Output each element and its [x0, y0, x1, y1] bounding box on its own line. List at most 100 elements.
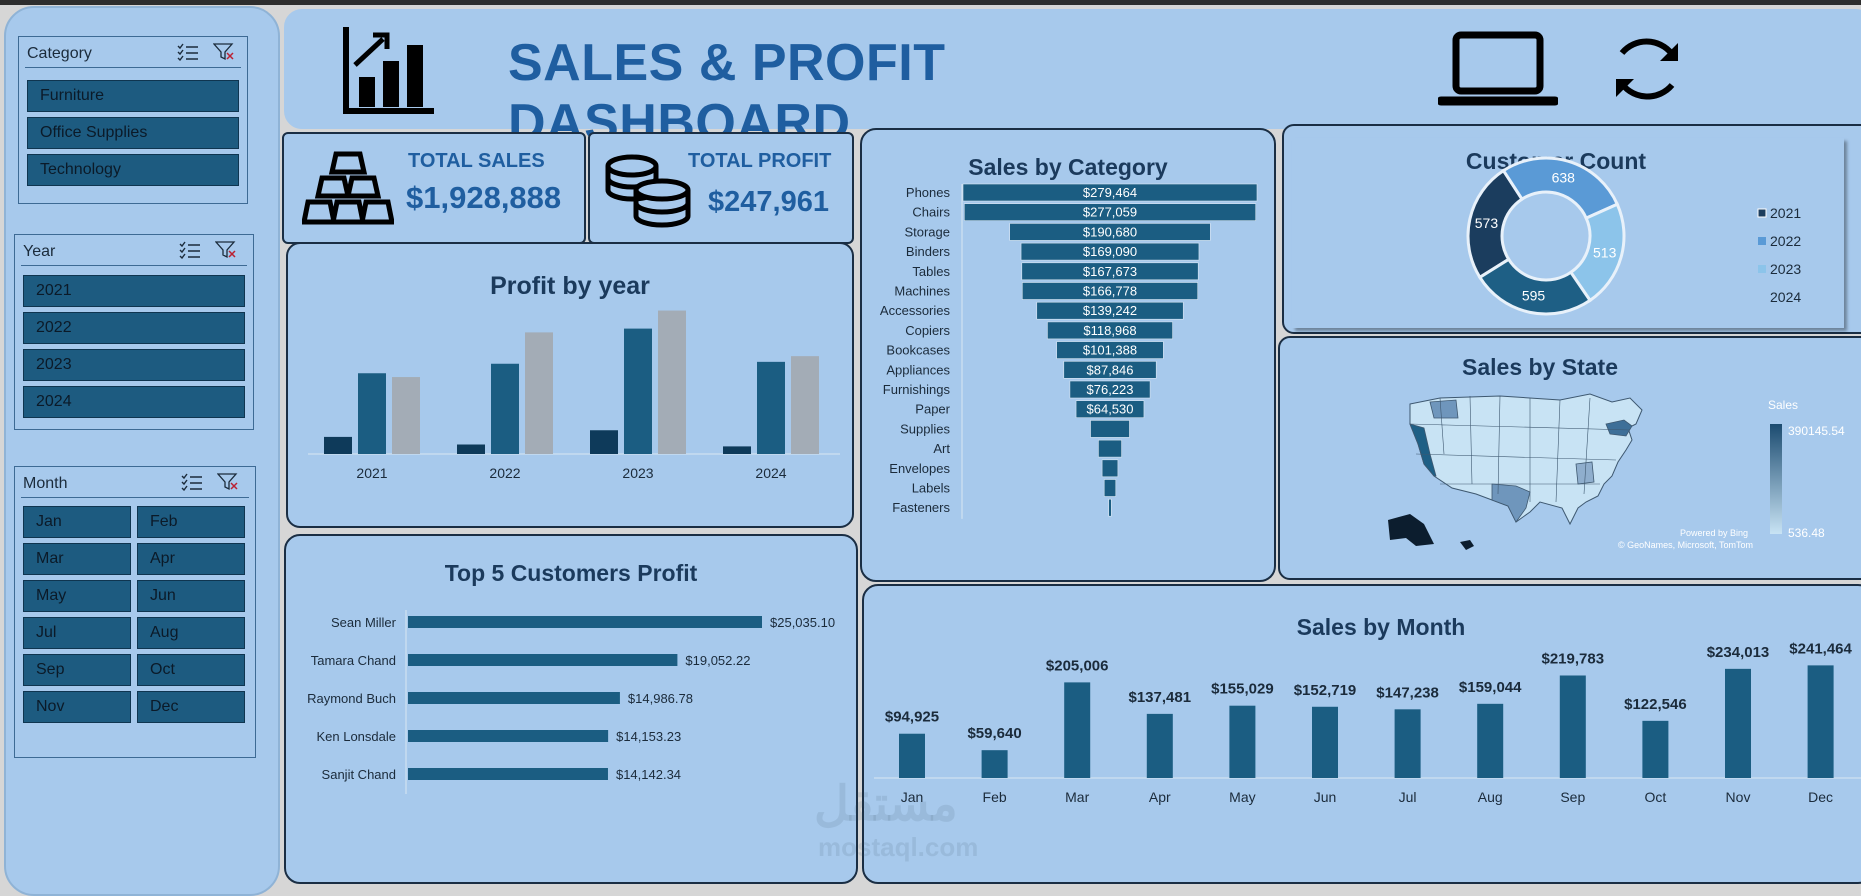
customer-value-label: $19,052.22 — [685, 653, 750, 668]
slicer-item-dec[interactable]: Dec — [137, 691, 245, 723]
customer-name-label: Ken Lonsdale — [316, 729, 396, 744]
customer-value-label: $14,986.78 — [628, 691, 693, 706]
slicer-item-2022[interactable]: 2022 — [23, 312, 245, 344]
map-credit-geonames: © GeoNames, Microsoft, TomTom — [1618, 540, 1753, 550]
customer-name-label: Tamara Chand — [311, 653, 396, 668]
sales-by-category-chart: Phones $279,464 Chairs $277,059 Storage $190,… — [880, 183, 1258, 519]
category-value-label: $277,059 — [1083, 205, 1137, 220]
month-bar-apr — [1146, 713, 1173, 778]
multi-select-icon[interactable] — [177, 43, 199, 61]
category-label: Binders — [906, 244, 951, 259]
slicer-item-jul[interactable]: Jul — [23, 617, 131, 649]
profit-bar-2023-s1 — [590, 430, 618, 454]
category-label: Copiers — [905, 323, 950, 338]
profit-bar-2024-s1 — [723, 446, 751, 454]
multi-select-icon[interactable] — [179, 241, 201, 259]
month-tick-label: Mar — [1065, 789, 1089, 805]
total-sales-card: TOTAL SALES $1,928,888 — [282, 132, 586, 244]
year-slicer: Year 2021 2022 2023 2024 — [14, 234, 254, 430]
clear-filter-icon[interactable] — [215, 241, 237, 259]
category-label: Storage — [904, 224, 950, 239]
category-value-label: $166,778 — [1083, 284, 1137, 299]
customer-bar — [408, 730, 609, 742]
month-value-label: $137,481 — [1129, 689, 1192, 706]
category-value-label: $76,223 — [1087, 382, 1134, 397]
slicer-item-technology[interactable]: Technology — [27, 154, 239, 186]
category-label: Envelopes — [889, 461, 950, 476]
refresh-icon[interactable] — [1604, 27, 1690, 113]
slicer-item-jun[interactable]: Jun — [137, 580, 245, 612]
month-value-label: $147,238 — [1376, 684, 1439, 701]
category-label: Phones — [906, 185, 951, 200]
laptop-icon — [1438, 31, 1558, 106]
clear-filter-icon[interactable] — [217, 473, 239, 491]
gold-bars-icon — [302, 151, 394, 225]
category-label: Furnishings — [883, 382, 951, 397]
month-bar-jul — [1394, 709, 1421, 778]
month-value-label: $152,719 — [1294, 682, 1357, 699]
slicer-item-furniture[interactable]: Furniture — [27, 80, 239, 112]
category-bar-fasteners — [1108, 498, 1112, 517]
map-credit-bing: Powered by Bing — [1680, 528, 1749, 538]
profit-bar-2023-s3 — [658, 310, 686, 454]
category-slicer-title: Category — [27, 45, 92, 62]
slicer-item-office-supplies[interactable]: Office Supplies — [27, 117, 239, 149]
category-slicer: Category Furniture Office Supplies Techn… — [18, 36, 248, 204]
category-label: Bookcases — [886, 343, 950, 358]
slicer-divider — [25, 67, 241, 68]
sales-by-category-panel: Sales by Category Phones $279,464 Chairs $2… — [860, 128, 1276, 582]
map-legend-max: 390145.54 — [1788, 424, 1845, 438]
map-legend-title: Sales — [1768, 398, 1799, 412]
category-label: Labels — [912, 481, 951, 496]
slicer-item-aug[interactable]: Aug — [137, 617, 245, 649]
category-label: Accessories — [880, 303, 951, 318]
legend-marker — [1757, 208, 1767, 218]
slicer-item-2021[interactable]: 2021 — [23, 275, 245, 307]
profit-bar-2022-s1 — [457, 444, 485, 454]
category-label: Fasteners — [892, 500, 950, 515]
sales-by-state-panel: Sales by State Sales 390145.54 536.48 Po… — [1278, 336, 1861, 580]
clear-filter-icon[interactable] — [213, 43, 235, 61]
category-value-label: $279,464 — [1083, 185, 1137, 200]
slicer-item-may[interactable]: May — [23, 580, 131, 612]
customer-count-chart: 573 638 513 595 2021 2022 2023 2024 — [1466, 156, 1801, 316]
month-bar-feb — [981, 750, 1008, 778]
slicer-item-mar[interactable]: Mar — [23, 543, 131, 575]
month-value-label: $159,044 — [1459, 679, 1522, 696]
category-value-label: $139,242 — [1083, 303, 1137, 318]
slicer-item-sep[interactable]: Sep — [23, 654, 131, 686]
sales-by-month-panel: Sales by Month $94,925 Jan $59,640 Feb $205,… — [862, 584, 1861, 884]
slicer-item-apr[interactable]: Apr — [137, 543, 245, 575]
slicer-item-nov[interactable]: Nov — [23, 691, 131, 723]
spreadsheet-top-strip — [0, 0, 1861, 5]
category-bar-paper — [1075, 400, 1145, 419]
slicer-item-2024[interactable]: 2024 — [23, 386, 245, 418]
sales-by-month-title: Sales by Month — [1296, 614, 1466, 640]
slicer-item-2023[interactable]: 2023 — [23, 349, 245, 381]
profit-by-year-chart: 2021 2022 2023 2024 — [308, 310, 840, 481]
category-value-label: $64,530 — [1087, 402, 1134, 417]
category-label: Art — [933, 441, 950, 456]
customer-count-panel: Customer Count 5736385135952021202220232… — [1282, 124, 1861, 334]
month-value-label: $94,925 — [885, 709, 939, 726]
month-bar-may — [1229, 705, 1256, 778]
slicer-divider — [21, 497, 249, 498]
slicer-item-feb[interactable]: Feb — [137, 506, 245, 538]
category-bar-supplies — [1090, 420, 1130, 438]
category-value-label: $118,968 — [1083, 323, 1136, 338]
donut-slice-2022 — [1501, 156, 1620, 221]
multi-select-icon[interactable] — [181, 473, 203, 491]
profit-by-year-title: Profit by year — [490, 272, 650, 300]
customer-name-label: Sean Miller — [331, 615, 397, 630]
legend-marker — [1758, 293, 1766, 301]
category-label: Chairs — [912, 205, 950, 220]
month-value-label: $241,464 — [1789, 640, 1852, 657]
category-bar-binders — [1020, 242, 1200, 261]
profit-by-year-panel: Profit by year 2021 2022 2023 2024 — [286, 242, 854, 528]
month-tick-label: Apr — [1149, 789, 1171, 805]
month-bar-jan — [899, 733, 925, 778]
month-tick-label: Jan — [901, 789, 924, 805]
slicer-item-oct[interactable]: Oct — [137, 654, 245, 686]
slicer-item-jan[interactable]: Jan — [23, 506, 131, 538]
month-value-label: $59,640 — [967, 725, 1021, 742]
